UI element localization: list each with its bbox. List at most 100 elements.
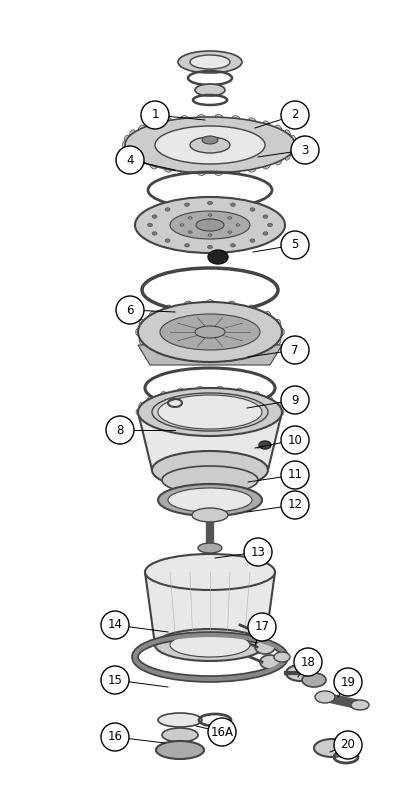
Ellipse shape xyxy=(156,741,204,759)
Ellipse shape xyxy=(229,358,236,363)
Ellipse shape xyxy=(259,441,271,449)
Ellipse shape xyxy=(139,402,143,408)
Ellipse shape xyxy=(190,137,230,153)
Ellipse shape xyxy=(206,300,214,304)
Circle shape xyxy=(291,136,319,164)
Ellipse shape xyxy=(139,338,144,345)
Ellipse shape xyxy=(155,629,265,661)
Circle shape xyxy=(334,668,362,696)
Ellipse shape xyxy=(206,360,214,364)
Text: 19: 19 xyxy=(340,675,356,689)
Ellipse shape xyxy=(155,126,265,164)
Circle shape xyxy=(294,648,322,676)
Ellipse shape xyxy=(314,739,350,757)
Circle shape xyxy=(244,538,272,566)
Ellipse shape xyxy=(149,311,154,318)
Text: 16A: 16A xyxy=(210,726,234,738)
Ellipse shape xyxy=(196,219,224,231)
Ellipse shape xyxy=(276,158,282,165)
Polygon shape xyxy=(138,412,282,470)
Ellipse shape xyxy=(180,116,188,121)
Text: 2: 2 xyxy=(291,109,299,122)
Ellipse shape xyxy=(266,346,271,353)
Text: 16: 16 xyxy=(108,730,122,743)
Ellipse shape xyxy=(148,223,152,226)
Ellipse shape xyxy=(138,302,282,362)
Ellipse shape xyxy=(136,409,140,415)
Ellipse shape xyxy=(276,338,281,345)
Ellipse shape xyxy=(170,211,250,239)
Ellipse shape xyxy=(208,246,212,249)
Ellipse shape xyxy=(197,386,203,390)
Text: 12: 12 xyxy=(288,498,302,511)
Ellipse shape xyxy=(122,141,128,149)
Ellipse shape xyxy=(192,508,228,522)
Ellipse shape xyxy=(264,162,270,169)
Ellipse shape xyxy=(145,554,275,590)
Ellipse shape xyxy=(229,301,236,306)
Ellipse shape xyxy=(164,166,171,172)
Ellipse shape xyxy=(158,484,262,516)
Circle shape xyxy=(281,461,309,489)
Ellipse shape xyxy=(160,428,166,433)
Ellipse shape xyxy=(152,393,268,431)
Ellipse shape xyxy=(188,231,192,234)
Ellipse shape xyxy=(152,215,157,218)
Circle shape xyxy=(208,718,236,746)
Ellipse shape xyxy=(162,466,258,494)
Circle shape xyxy=(106,416,134,444)
Ellipse shape xyxy=(302,673,326,687)
Ellipse shape xyxy=(249,305,256,310)
Ellipse shape xyxy=(188,217,192,219)
Circle shape xyxy=(101,723,129,751)
Circle shape xyxy=(248,613,276,641)
Ellipse shape xyxy=(184,358,191,363)
Circle shape xyxy=(101,611,129,639)
Ellipse shape xyxy=(138,388,282,436)
Ellipse shape xyxy=(184,203,190,206)
Ellipse shape xyxy=(150,162,156,169)
Ellipse shape xyxy=(215,170,223,175)
Text: 1: 1 xyxy=(151,109,159,122)
Circle shape xyxy=(281,101,309,129)
Ellipse shape xyxy=(286,665,314,681)
Ellipse shape xyxy=(138,158,144,165)
Ellipse shape xyxy=(268,422,273,428)
Circle shape xyxy=(116,146,144,174)
Ellipse shape xyxy=(165,208,170,211)
Text: 20: 20 xyxy=(340,738,356,751)
Ellipse shape xyxy=(277,416,281,422)
Ellipse shape xyxy=(177,432,183,436)
Text: 4: 4 xyxy=(126,154,134,166)
Circle shape xyxy=(281,231,309,259)
Ellipse shape xyxy=(170,633,250,657)
Text: 9: 9 xyxy=(291,394,299,406)
Ellipse shape xyxy=(230,203,236,206)
Ellipse shape xyxy=(125,117,295,173)
Ellipse shape xyxy=(237,388,243,392)
Circle shape xyxy=(281,491,309,519)
Ellipse shape xyxy=(232,116,240,121)
Ellipse shape xyxy=(158,395,262,429)
Ellipse shape xyxy=(254,428,260,433)
Ellipse shape xyxy=(263,232,268,235)
Ellipse shape xyxy=(202,136,218,144)
Ellipse shape xyxy=(236,224,240,226)
Ellipse shape xyxy=(237,432,243,436)
Text: 17: 17 xyxy=(254,621,270,634)
Ellipse shape xyxy=(255,640,275,654)
Ellipse shape xyxy=(230,243,236,247)
Circle shape xyxy=(281,386,309,414)
Ellipse shape xyxy=(280,409,284,415)
Circle shape xyxy=(101,666,129,694)
Ellipse shape xyxy=(254,391,260,396)
Ellipse shape xyxy=(208,214,212,216)
Ellipse shape xyxy=(164,118,171,124)
Ellipse shape xyxy=(290,135,296,143)
Ellipse shape xyxy=(150,121,156,127)
Ellipse shape xyxy=(276,125,282,132)
Polygon shape xyxy=(145,572,275,645)
Ellipse shape xyxy=(228,231,232,234)
Text: 18: 18 xyxy=(300,655,316,669)
Ellipse shape xyxy=(268,396,273,402)
